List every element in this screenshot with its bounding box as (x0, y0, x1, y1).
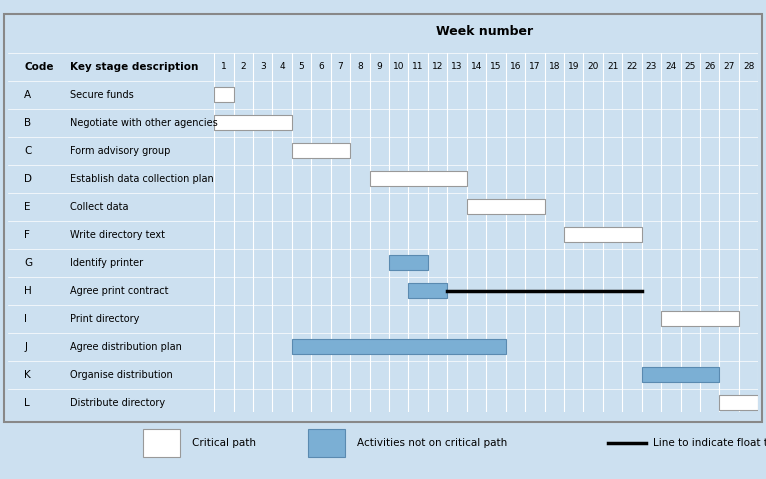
Text: 1: 1 (221, 62, 227, 71)
Text: 25: 25 (685, 62, 696, 71)
Text: J: J (25, 342, 27, 352)
Text: 23: 23 (646, 62, 657, 71)
Bar (389, 255, 428, 271)
Text: Negotiate with other agencies: Negotiate with other agencies (70, 118, 218, 128)
Text: Key stage description: Key stage description (70, 62, 198, 72)
Text: 14: 14 (471, 62, 482, 71)
Text: 10: 10 (393, 62, 404, 71)
Text: Collect data: Collect data (70, 202, 128, 212)
Text: 2: 2 (241, 62, 246, 71)
Text: 5: 5 (299, 62, 304, 71)
Text: 27: 27 (724, 62, 735, 71)
Text: 28: 28 (743, 62, 755, 71)
Text: Code: Code (25, 62, 54, 72)
Bar (719, 395, 758, 411)
Text: 18: 18 (548, 62, 560, 71)
Text: C: C (25, 146, 31, 156)
Bar (308, 429, 345, 457)
Text: Establish data collection plan: Establish data collection plan (70, 174, 214, 184)
Text: 22: 22 (627, 62, 637, 71)
Bar (142, 429, 180, 457)
Bar (370, 171, 466, 186)
Text: 19: 19 (568, 62, 579, 71)
Text: 9: 9 (376, 62, 382, 71)
Text: Activities not on critical path: Activities not on critical path (357, 438, 507, 448)
Text: 24: 24 (665, 62, 676, 71)
Text: 21: 21 (607, 62, 618, 71)
Text: 17: 17 (529, 62, 541, 71)
Bar (564, 227, 642, 242)
Text: K: K (25, 370, 31, 380)
Bar (661, 311, 739, 326)
Text: A: A (25, 90, 31, 100)
Text: 8: 8 (357, 62, 363, 71)
Text: G: G (25, 258, 32, 268)
Text: Organise distribution: Organise distribution (70, 370, 172, 380)
Text: Form advisory group: Form advisory group (70, 146, 170, 156)
Text: Identify printer: Identify printer (70, 258, 142, 268)
Bar (408, 283, 447, 298)
Text: 13: 13 (451, 62, 463, 71)
Text: 4: 4 (280, 62, 285, 71)
Text: 15: 15 (490, 62, 502, 71)
Text: Week number: Week number (436, 25, 532, 38)
Text: H: H (25, 285, 32, 296)
Text: F: F (25, 230, 30, 240)
Text: Agree distribution plan: Agree distribution plan (70, 342, 182, 352)
Bar (292, 143, 350, 159)
Text: Write directory text: Write directory text (70, 230, 165, 240)
Text: Distribute directory: Distribute directory (70, 398, 165, 408)
Bar (4, 14, 762, 422)
Text: Agree print contract: Agree print contract (70, 285, 168, 296)
Text: L: L (25, 398, 30, 408)
Text: B: B (25, 118, 31, 128)
Text: 20: 20 (588, 62, 599, 71)
Text: 3: 3 (260, 62, 266, 71)
Bar (292, 339, 506, 354)
Text: 7: 7 (338, 62, 343, 71)
Text: E: E (25, 202, 31, 212)
Text: D: D (25, 174, 32, 184)
Bar (214, 87, 234, 103)
Text: 12: 12 (432, 62, 444, 71)
Text: 11: 11 (412, 62, 424, 71)
Text: Secure funds: Secure funds (70, 90, 133, 100)
Text: I: I (25, 314, 27, 324)
Text: 26: 26 (704, 62, 715, 71)
Text: 6: 6 (318, 62, 324, 71)
Text: Line to indicate float time: Line to indicate float time (653, 438, 766, 448)
Text: Critical path: Critical path (192, 438, 256, 448)
Text: Print directory: Print directory (70, 314, 139, 324)
Bar (642, 367, 719, 382)
Bar (214, 115, 292, 130)
Bar (466, 199, 545, 215)
Text: 16: 16 (509, 62, 521, 71)
